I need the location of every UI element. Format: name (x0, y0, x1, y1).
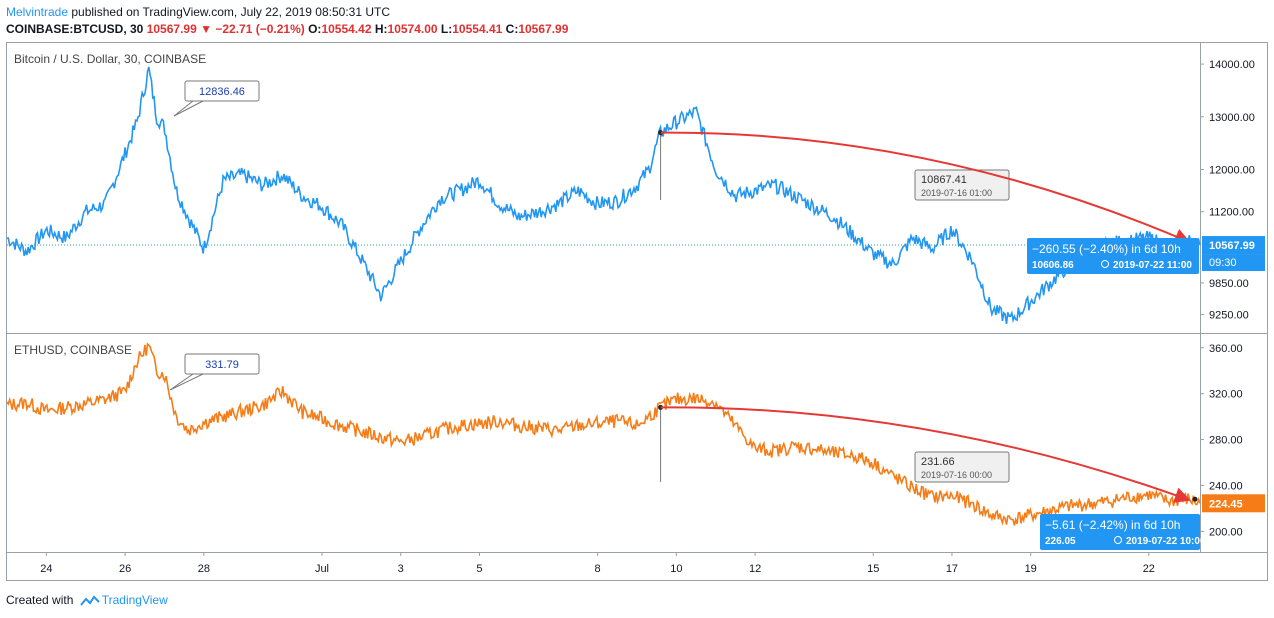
eth-measure-box (1040, 514, 1200, 550)
btc-time-tag (1202, 254, 1265, 272)
down-triangle-icon: ▼ (200, 22, 212, 36)
ohlc-line: COINBASE:BTCUSD, 30 10567.99 ▼ −22.71 (−… (6, 22, 568, 36)
x-tick-label: 12 (749, 563, 761, 575)
price-change: −22.71 (−0.21%) (215, 22, 305, 36)
open-value: 10554.42 (321, 22, 372, 36)
x-tick-label: 17 (946, 563, 958, 575)
last-price: 10567.99 (146, 22, 197, 36)
x-tick-label: Jul (315, 563, 329, 575)
btc-high-callout-label: 12836.46 (199, 86, 245, 98)
eth-y-tick-label: 320.00 (1209, 389, 1243, 401)
x-tick-label: 3 (398, 563, 404, 575)
eth-last-price-tag (1202, 494, 1265, 513)
btc-y-tick-label: 12000.00 (1209, 165, 1255, 177)
symbol-label: COINBASE:BTCUSD, 30 (6, 22, 144, 36)
eth-trend-arrow (660, 406, 1191, 503)
btc-measure-label: −260.55 (−2.40%) in 6d 10h (1032, 242, 1181, 256)
close-label: C: (505, 22, 519, 36)
btc-last-price-tag (1202, 236, 1265, 255)
tradingview-logo-icon (79, 595, 100, 606)
created-with-label: Created with (6, 593, 74, 607)
eth-pane-title: ETHUSD, COINBASE (14, 343, 132, 357)
btc-pane-title: Bitcoin / U.S. Dollar, 30, COINBASE (14, 52, 206, 66)
btc-last-price-label: 10567.99 (1209, 240, 1255, 252)
btc-price-line (6, 66, 1201, 325)
btc-high-callout-pointer (173, 100, 204, 117)
footer: Created with TradingView (6, 593, 168, 607)
published-text: published on TradingView.com, July 22, 2… (68, 5, 391, 19)
btc-high-callout-box (184, 80, 260, 102)
x-tick-label: 8 (595, 563, 601, 575)
low-value: 10554.41 (452, 22, 503, 36)
publish-line: Melvintrade published on TradingView.com… (6, 5, 390, 19)
x-tick-label: 26 (119, 563, 131, 575)
eth-high-callout-label: 331.79 (205, 359, 239, 371)
x-tick-label: 19 (1025, 563, 1037, 575)
eth-last-price-label: 224.45 (1209, 498, 1243, 510)
open-label: O: (308, 22, 322, 36)
btc-trend-arrow (660, 131, 1191, 244)
eth-y-tick-label: 280.00 (1209, 435, 1243, 447)
eth-measure-sub-label: 226.05 (1045, 536, 1076, 547)
eth-point-callout-date: 2019-07-16 00:00 (921, 470, 992, 480)
close-value: 10567.99 (518, 22, 569, 36)
tradingview-link[interactable]: TradingView (101, 593, 168, 607)
high-value: 10574.00 (387, 22, 438, 36)
x-tick-label: 22 (1143, 563, 1155, 575)
eth-high-callout-pointer (169, 373, 204, 391)
btc-y-tick-label: 14000.00 (1209, 59, 1255, 71)
eth-clock-icon (1114, 536, 1122, 544)
btc-point-callout-box (914, 169, 1010, 201)
chart-frame (6, 42, 1268, 581)
btc-y-tick-label: 9250.00 (1209, 310, 1249, 322)
eth-y-tick-label: 200.00 (1209, 526, 1243, 538)
btc-clock-icon (1101, 260, 1109, 268)
btc-y-tick-label: 13000.00 (1209, 112, 1255, 124)
eth-high-callout-box (184, 353, 260, 375)
author-link[interactable]: Melvintrade (6, 5, 69, 19)
eth-point-callout-box (914, 451, 1010, 483)
btc-y-tick-label: 11200.00 (1209, 207, 1254, 219)
high-label: H: (374, 22, 388, 36)
eth-trend-end-dot (1192, 496, 1198, 502)
eth-price-line (6, 342, 1201, 526)
btc-measure-date-label: 2019-07-22 11:00 (1113, 260, 1192, 271)
x-tick-label: 28 (198, 563, 210, 575)
eth-point-callout-value: 231.66 (921, 456, 955, 468)
eth-y-tick-label: 240.00 (1209, 480, 1243, 492)
x-tick-label: 10 (670, 563, 682, 575)
btc-measure-sub-label: 10606.86 (1032, 260, 1074, 271)
eth-measure-date-label: 2019-07-22 10:00 (1126, 536, 1206, 547)
btc-y-tick-label: 9850.00 (1209, 278, 1249, 290)
btc-point-callout-date: 2019-07-16 01:00 (921, 188, 992, 198)
low-label: L: (440, 22, 453, 36)
btc-measure-box (1027, 238, 1199, 274)
btc-time-label: 09:30 (1209, 257, 1237, 269)
x-tick-label: 24 (40, 563, 52, 575)
eth-y-tick-label: 360.00 (1209, 343, 1243, 355)
btc-point-callout-value: 10867.41 (921, 174, 967, 186)
x-tick-label: 5 (476, 563, 482, 575)
eth-measure-label: −5.61 (−2.42%) in 6d 10h (1045, 518, 1180, 532)
x-tick-label: 15 (867, 563, 879, 575)
